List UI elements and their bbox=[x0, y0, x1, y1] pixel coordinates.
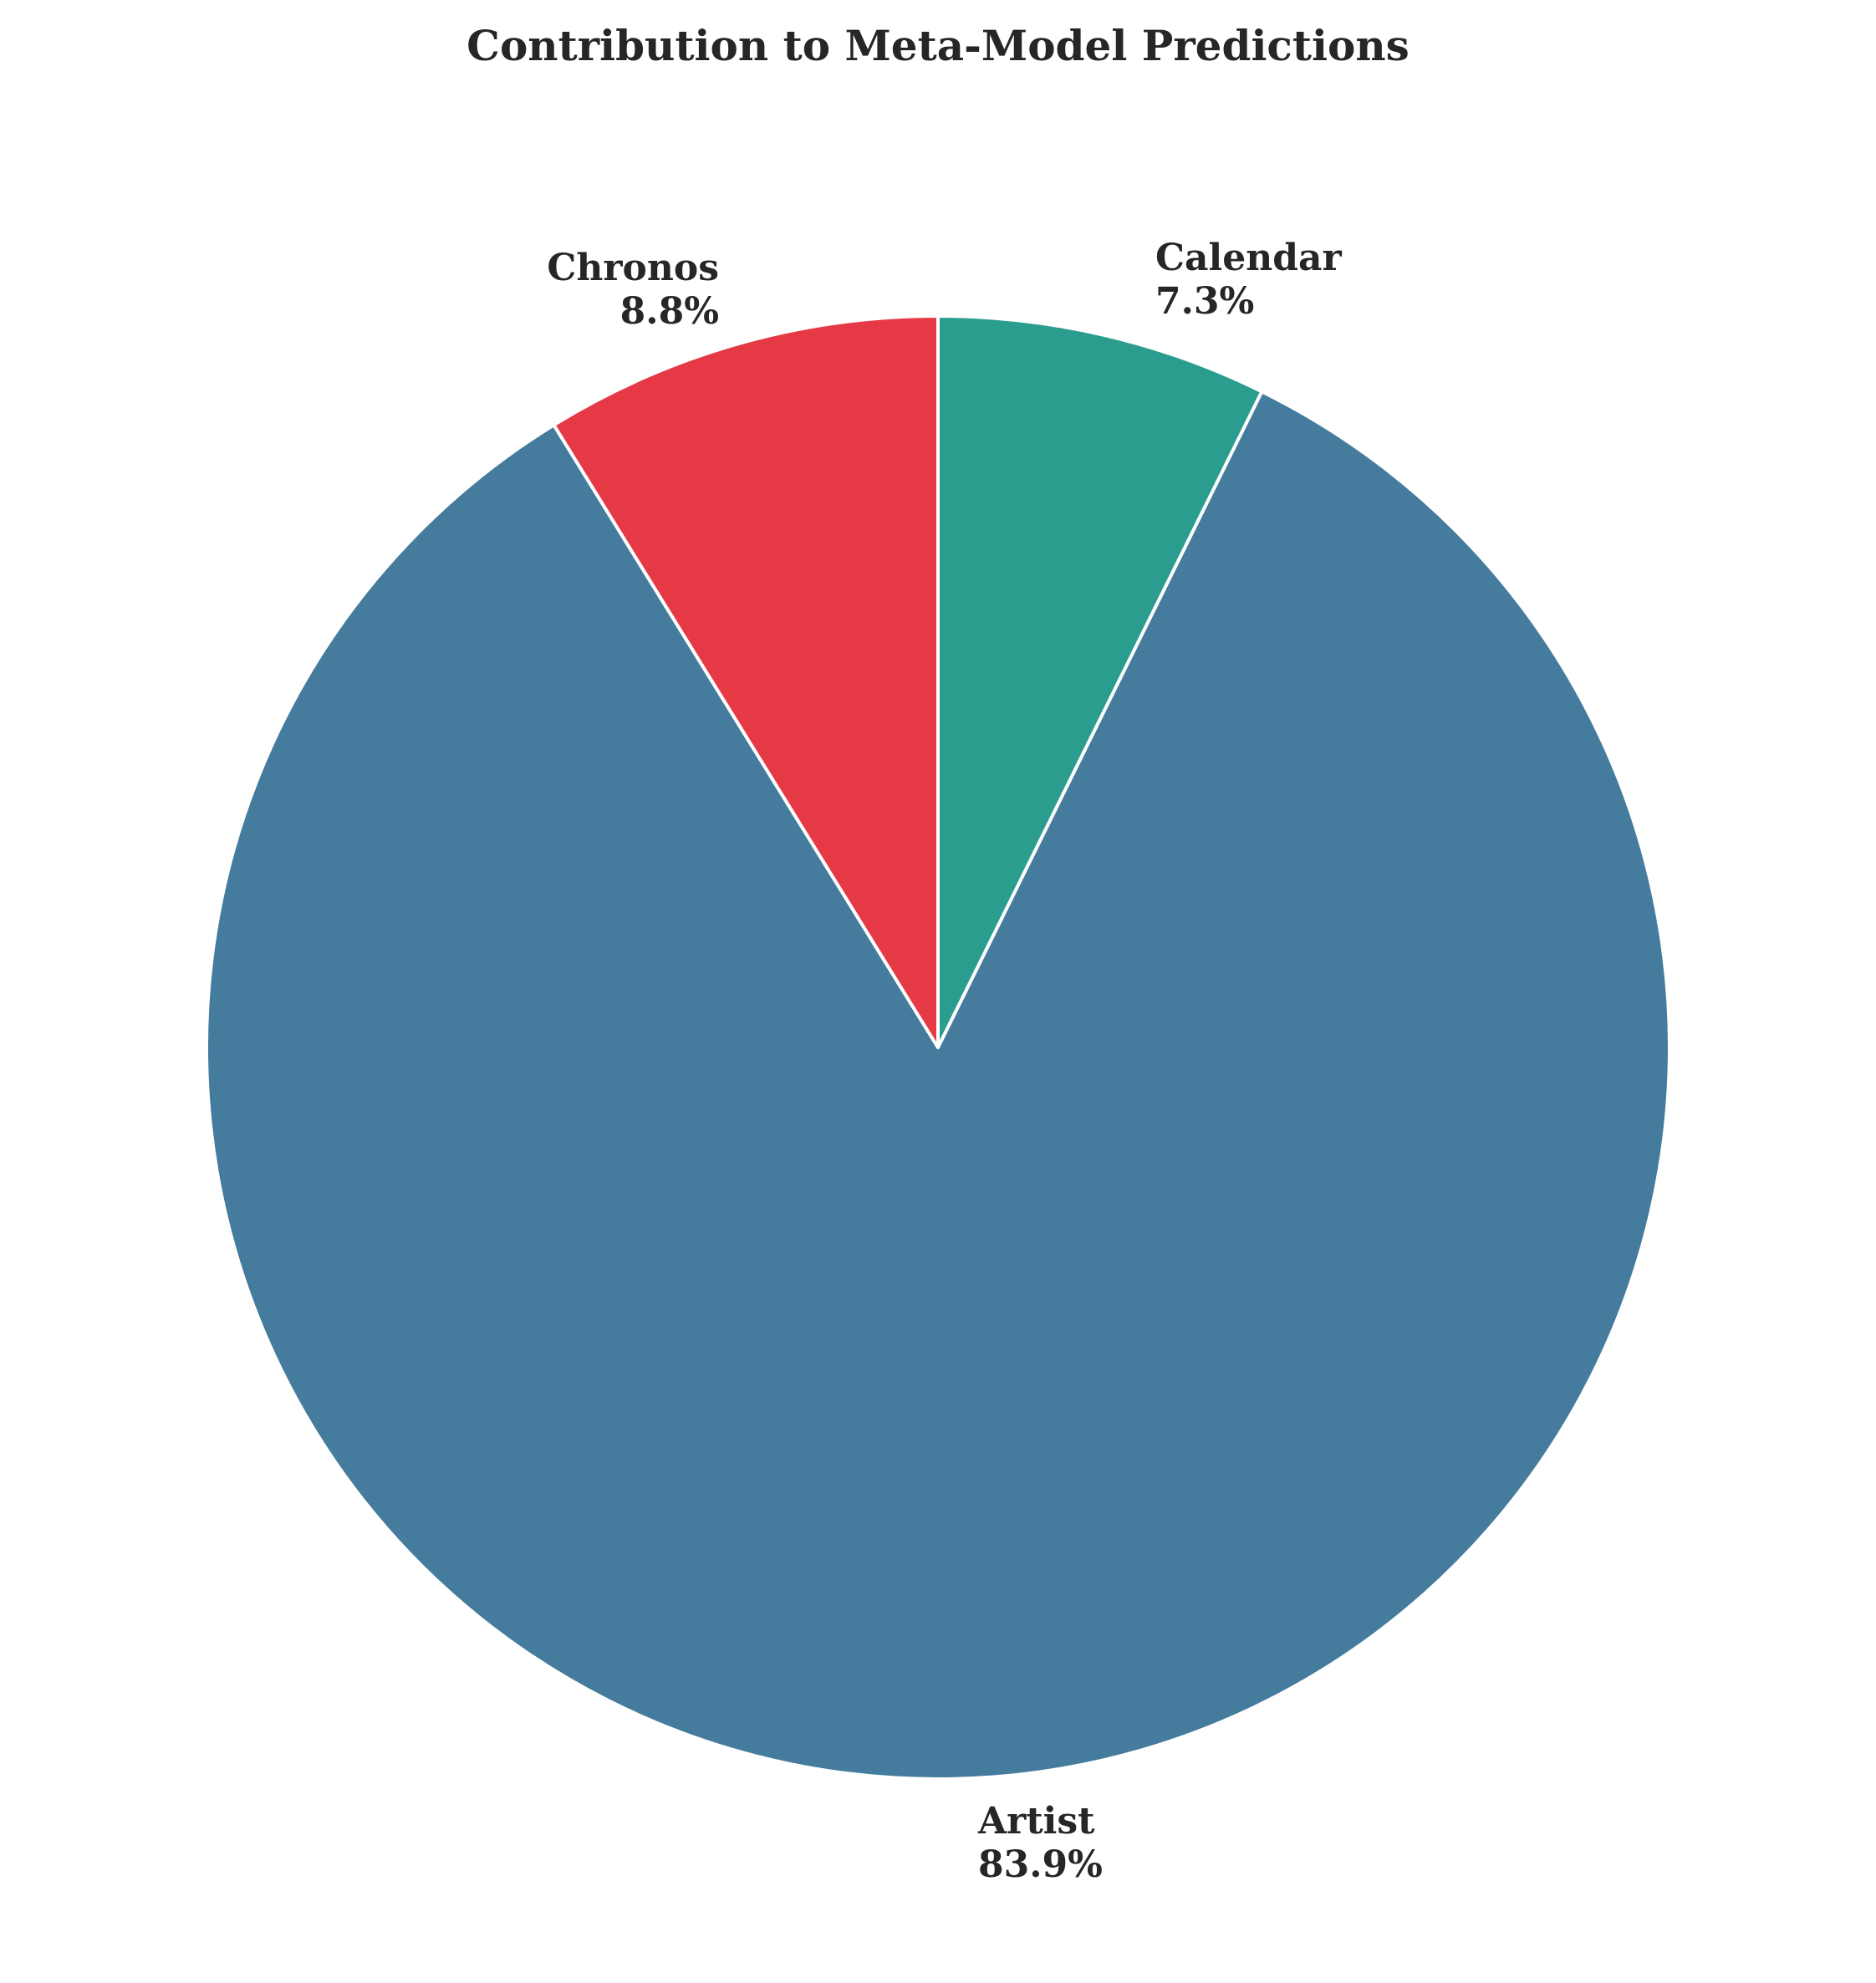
slice-pct-artist: 83.9% bbox=[978, 1843, 1103, 1886]
slice-label-calendar: Calendar bbox=[1155, 237, 1343, 279]
pie-slice-calendar bbox=[936, 314, 1264, 1049]
pie-slice-chronos bbox=[552, 314, 940, 1049]
slice-label-artist: Artist bbox=[977, 1800, 1095, 1843]
slice-pct-chronos: 8.8% bbox=[620, 290, 719, 333]
pie-slices bbox=[205, 314, 1671, 1781]
chart-title: Contribution to Meta-Model Predictions bbox=[466, 21, 1410, 70]
slice-label-chronos: Chronos bbox=[547, 247, 719, 289]
pie-slice-artist bbox=[205, 390, 1671, 1781]
slice-pct-calendar: 7.3% bbox=[1155, 280, 1254, 323]
